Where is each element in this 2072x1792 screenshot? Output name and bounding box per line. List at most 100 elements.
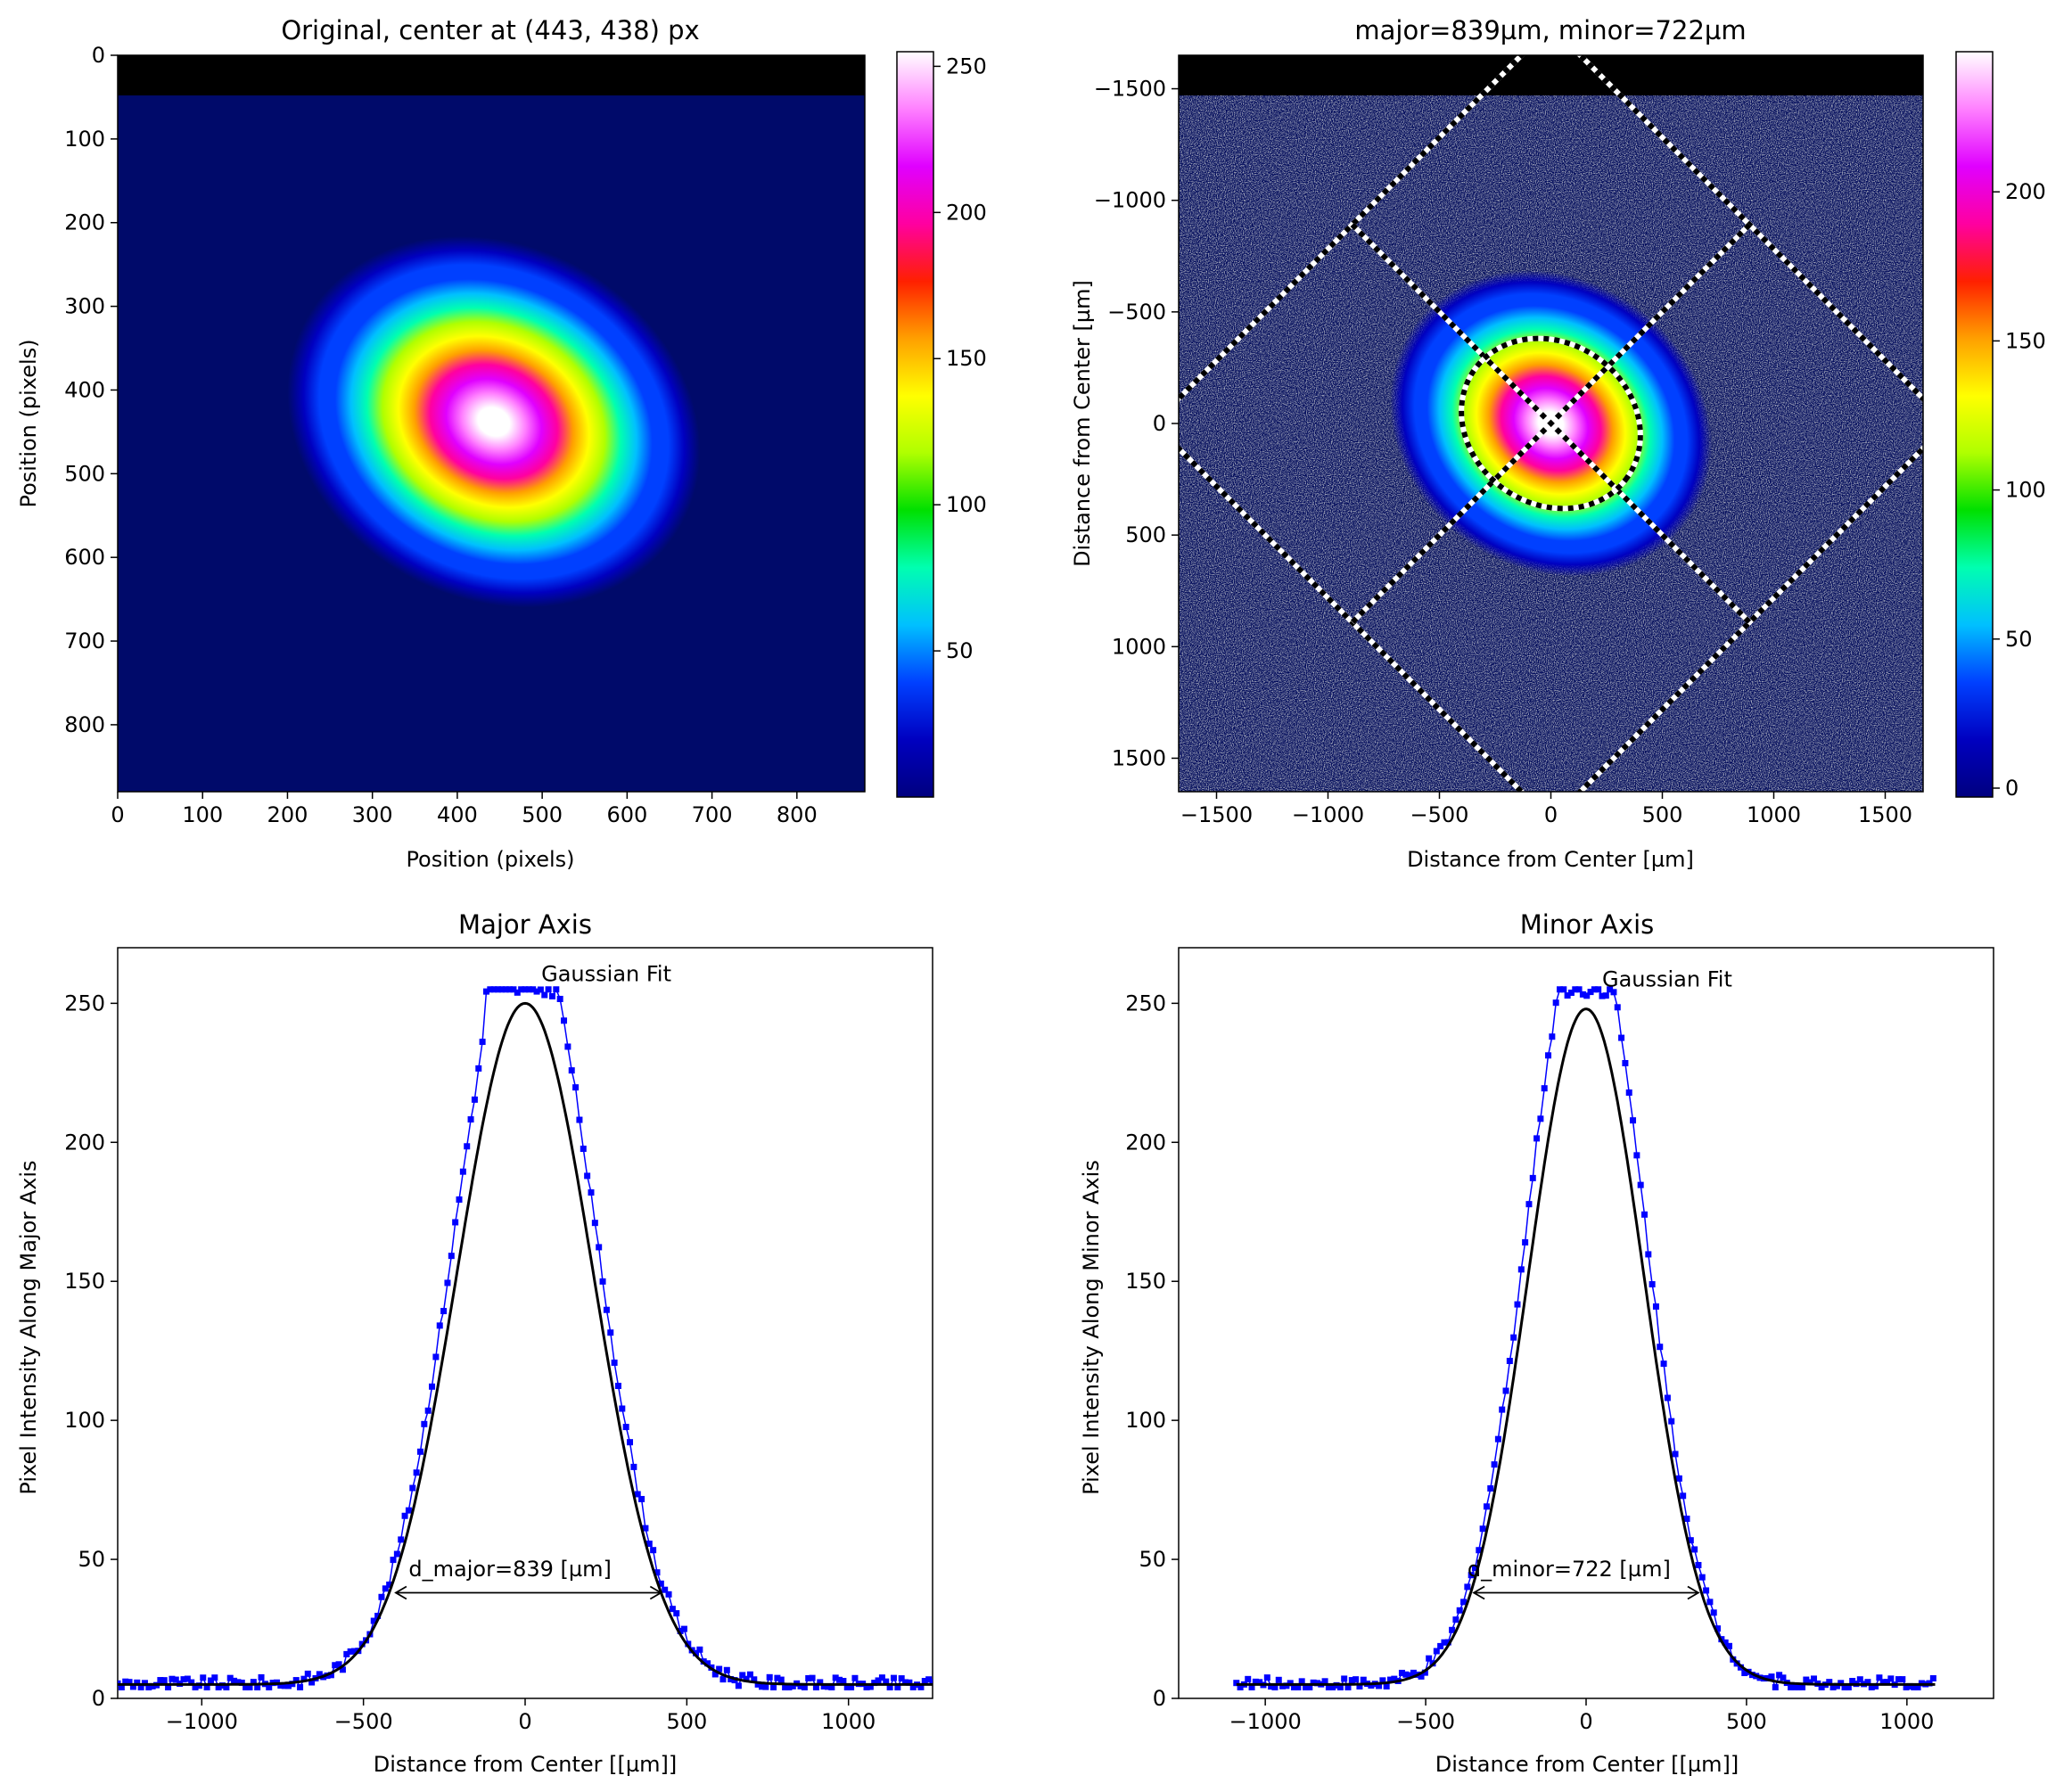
colorbar-tick-label: 50 [2005,627,2033,652]
data-point [200,1674,207,1681]
data-point [231,1677,238,1684]
data-point [1514,1301,1521,1308]
y-tick-label: 250 [1125,991,1166,1015]
x-tick-label: −500 [1410,802,1469,827]
data-point [1599,992,1606,999]
data-point [459,1168,466,1175]
x-tick-label: 800 [777,802,818,827]
y-tick-label: 1000 [1112,634,1166,659]
colorbar-tick-label: 50 [946,638,974,663]
colorbar-tick-label: 0 [2005,776,2019,801]
data-point [743,1675,750,1682]
x-tick-label: 1000 [1879,1709,1934,1734]
data-point [332,1662,339,1669]
data-point [1879,1679,1887,1686]
data-point [1479,1525,1486,1533]
data-point [1291,1684,1298,1691]
data-point [576,1116,583,1123]
data-point [1703,1587,1710,1594]
data-point [762,1683,769,1690]
data-point [614,1382,621,1389]
data-point [662,1586,669,1593]
data-point [475,1065,482,1072]
width-label-minor: d_minor=722 [µm] [1468,1557,1671,1582]
x-tick-label: 300 [352,802,393,827]
data-point [533,988,540,995]
data-point [246,1684,253,1691]
data-point [518,986,525,993]
data-line [118,988,933,1689]
data-point [1868,1684,1875,1691]
data-point [832,1674,839,1681]
data-point [785,1684,793,1691]
data-point [1849,1678,1856,1685]
y-tick-label: −1000 [1094,188,1166,213]
data-point [1683,1516,1690,1523]
data-point [1556,986,1563,993]
data-point [304,1670,311,1677]
data-point [599,1278,606,1285]
data-point [1795,1684,1802,1691]
data-point [673,1610,680,1617]
data-point [878,1674,885,1681]
data-point [1887,1675,1895,1682]
y-tick-label: 1500 [1112,745,1166,770]
data-point [1237,1684,1244,1691]
data-point [292,1677,300,1684]
data-point [1591,986,1598,993]
data-point [1906,1682,1913,1689]
data-point [906,1679,913,1686]
data-point [1325,1684,1332,1691]
width-arrow-head-right [649,1585,663,1600]
width-label-major: d_major=839 [µm] [408,1557,611,1582]
data-point [739,1672,746,1679]
data-point [696,1646,703,1653]
colorbar-tick-label: 100 [946,492,987,517]
data-point [1456,1607,1463,1614]
data-point [207,1677,214,1684]
data-point [1541,1085,1548,1092]
data-point [1491,1461,1498,1468]
data-point [1884,1679,1891,1686]
data-point [1517,1266,1525,1273]
data-point [1579,991,1586,998]
panel-major-xlabel: Distance from Center [[µm]] [374,1752,678,1777]
data-point [572,1084,580,1091]
data-point [588,1189,595,1196]
data-point [258,1673,265,1681]
data-point [398,1536,405,1543]
panel-analysis-ylabel: Distance from Center [µm] [1070,280,1095,567]
gaussian-fit-label-minor: Gaussian Fit [1602,967,1732,992]
data-point [370,1617,377,1624]
x-tick-label: −1500 [1180,802,1253,827]
colorbar-analysis-ticks: 0 50 100 150 200 [1993,179,2046,801]
data-point [812,1684,819,1691]
data-point [1510,1334,1517,1341]
data-point [1537,1115,1544,1122]
x-tick-label: 0 [1544,802,1558,827]
data-point [603,1306,610,1313]
data-point [1772,1684,1779,1691]
x-tick-label: −1000 [1292,802,1364,827]
data-point [746,1671,753,1678]
data-point [390,1557,397,1564]
data-point [1329,1684,1336,1691]
y-tick-label: 0 [1153,1686,1166,1711]
data-point [731,1677,738,1684]
data-point [137,1684,144,1691]
data-point [1864,1679,1871,1686]
data-point [1710,1609,1717,1616]
data-point [758,1683,765,1690]
panel-major-plot: −1000 −500 0 500 1000 0 50 100 150 200 250 [64,947,933,1734]
data-point [134,1679,141,1686]
data-point [409,1484,416,1492]
data-point [824,1683,831,1690]
data-point [1529,1174,1536,1181]
data-point [1499,1406,1506,1413]
y-tick-label: 300 [64,294,105,319]
panel-major-ylabel: Pixel Intensity Along Major Axis [16,1160,41,1494]
data-point [1911,1684,1918,1691]
y-tick-label: 500 [64,461,105,486]
data-point [1806,1679,1813,1686]
data-point [1572,986,1579,993]
